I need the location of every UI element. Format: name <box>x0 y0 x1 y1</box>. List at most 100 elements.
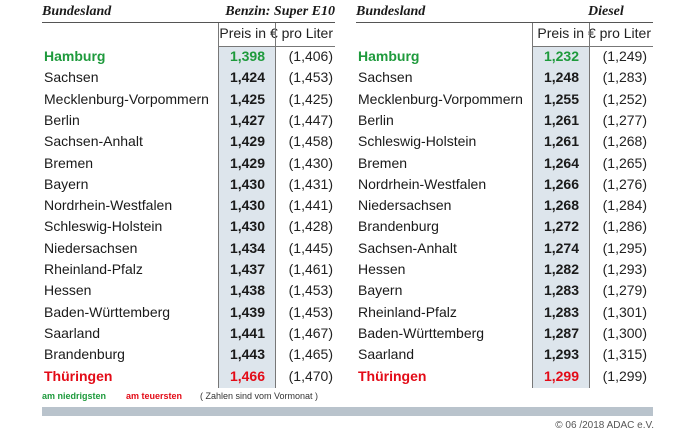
footer-bar <box>42 407 653 416</box>
previous-price: (1,265) <box>602 154 647 171</box>
region-name: Bremen <box>44 154 94 171</box>
region-name: Berlin <box>44 111 80 128</box>
region-name: Nordrhein-Westfalen <box>358 175 487 192</box>
current-price: 1,261 <box>543 111 579 128</box>
current-price: 1,430 <box>229 175 265 192</box>
previous-price: (1,406) <box>288 48 333 64</box>
region-name: Nordrhein-Westfalen <box>44 197 173 214</box>
current-price: 1,430 <box>229 197 265 214</box>
region-name: Brandenburg <box>358 218 439 235</box>
previous-price: (1,453) <box>288 69 333 86</box>
table-row: Niedersachsen 1,434 (1,445) <box>42 238 335 259</box>
table-row: Hamburg 1,398 (1,406) <box>42 46 335 67</box>
column-divider <box>275 23 276 388</box>
table-row: Sachsen 1,424 (1,453) <box>42 67 335 88</box>
price-column-shade <box>532 47 589 388</box>
region-name: Niedersachsen <box>358 197 452 214</box>
region-name: Sachsen <box>358 69 413 86</box>
header-rule <box>356 22 653 23</box>
current-price: 1,466 <box>229 367 265 384</box>
previous-price: (1,286) <box>602 218 647 235</box>
region-name: Hessen <box>44 282 92 299</box>
current-price: 1,398 <box>229 48 265 64</box>
table-row: Niedersachsen 1,268 (1,284) <box>356 195 653 216</box>
region-name: Bayern <box>358 282 403 299</box>
region-name: Saarland <box>44 324 101 341</box>
table-row: Mecklenburg-Vorpommern 1,425 (1,425) <box>42 89 335 110</box>
table-row: Hamburg 1,232 (1,249) <box>356 46 653 67</box>
copyright: © 06 /2018 ADAC e.V. <box>555 420 654 431</box>
benzin-header-fuel: Benzin: Super E10 <box>225 4 335 19</box>
previous-price: (1,284) <box>602 197 647 214</box>
current-price: 1,274 <box>543 239 579 256</box>
current-price: 1,232 <box>543 48 579 64</box>
table-row: Rheinland-Pfalz 1,437 (1,461) <box>42 259 335 280</box>
previous-price: (1,301) <box>602 303 647 320</box>
previous-price: (1,252) <box>602 90 647 107</box>
current-price: 1,268 <box>543 197 579 214</box>
current-price: 1,430 <box>229 218 265 235</box>
current-price: 1,434 <box>229 239 265 256</box>
region-name: Mecklenburg-Vorpommern <box>358 90 523 107</box>
region-name: Rheinland-Pfalz <box>358 303 457 320</box>
previous-price: (1,447) <box>288 111 333 128</box>
region-name: Schleswig-Holstein <box>44 218 163 235</box>
region-name: Baden-Württemberg <box>358 324 485 341</box>
region-name: Sachsen-Anhalt <box>44 133 143 150</box>
previous-price: (1,277) <box>602 111 647 128</box>
price-column-shade <box>218 47 275 388</box>
table-row: Brandenburg 1,443 (1,465) <box>42 344 335 365</box>
legend-highest: am teuersten <box>126 391 183 401</box>
region-name: Rheinland-Pfalz <box>44 261 143 277</box>
region-name: Mecklenburg-Vorpommern <box>44 90 209 107</box>
previous-price: (1,470) <box>288 367 333 384</box>
previous-price: (1,441) <box>288 197 333 214</box>
table-row: Mecklenburg-Vorpommern 1,255 (1,252) <box>356 89 653 110</box>
table-row: Nordrhein-Westfalen 1,266 (1,276) <box>356 174 653 195</box>
previous-price: (1,458) <box>288 133 333 150</box>
table-row: Nordrhein-Westfalen 1,430 (1,441) <box>42 195 335 216</box>
benzin-table: Bundesland Benzin: Super E10 Preis in € … <box>42 0 335 388</box>
previous-price: (1,428) <box>288 218 333 235</box>
table-row: Baden-Württemberg 1,287 (1,300) <box>356 323 653 344</box>
table-row: Berlin 1,261 (1,277) <box>356 110 653 131</box>
column-divider <box>589 23 590 388</box>
previous-price: (1,293) <box>602 261 647 277</box>
current-price: 1,429 <box>229 133 265 150</box>
previous-price: (1,315) <box>602 346 647 363</box>
previous-price: (1,453) <box>288 282 333 299</box>
previous-price: (1,283) <box>602 69 647 86</box>
diesel-header-fuel: Diesel <box>588 4 624 19</box>
previous-price: (1,276) <box>602 175 647 192</box>
region-name: Hamburg <box>44 48 106 64</box>
table-row: Thüringen 1,299 (1,299) <box>356 366 653 387</box>
header-rule <box>42 22 335 23</box>
region-name: Brandenburg <box>44 346 125 363</box>
previous-price: (1,249) <box>602 48 647 64</box>
diesel-table: Bundesland Diesel Preis in € pro Liter H… <box>356 0 653 388</box>
table-row: Saarland 1,293 (1,315) <box>356 344 653 365</box>
region-name: Niedersachsen <box>44 239 138 256</box>
region-name: Hessen <box>358 261 406 277</box>
legend-note: ( Zahlen sind vom Vormonat ) <box>200 391 319 401</box>
current-price: 1,266 <box>543 175 579 192</box>
benzin-subheader: Preis in € pro Liter <box>219 25 333 41</box>
table-row: Baden-Württemberg 1,439 (1,453) <box>42 302 335 323</box>
previous-price: (1,300) <box>602 324 647 341</box>
table-row: Brandenburg 1,272 (1,286) <box>356 216 653 237</box>
subheader-rule <box>532 46 653 47</box>
table-row: Hessen 1,282 (1,293) <box>356 259 653 280</box>
table-row: Rheinland-Pfalz 1,283 (1,301) <box>356 302 653 323</box>
current-price: 1,282 <box>543 261 579 277</box>
region-name: Bremen <box>358 154 408 171</box>
region-name: Baden-Württemberg <box>44 303 171 320</box>
current-price: 1,293 <box>543 346 579 363</box>
previous-price: (1,431) <box>288 175 333 192</box>
table-row: Schleswig-Holstein 1,261 (1,268) <box>356 131 653 152</box>
current-price: 1,264 <box>543 154 579 171</box>
region-name: Hamburg <box>358 48 420 64</box>
current-price: 1,272 <box>543 218 579 235</box>
region-name: Schleswig-Holstein <box>358 133 477 150</box>
previous-price: (1,295) <box>602 239 647 256</box>
current-price: 1,441 <box>229 324 265 341</box>
